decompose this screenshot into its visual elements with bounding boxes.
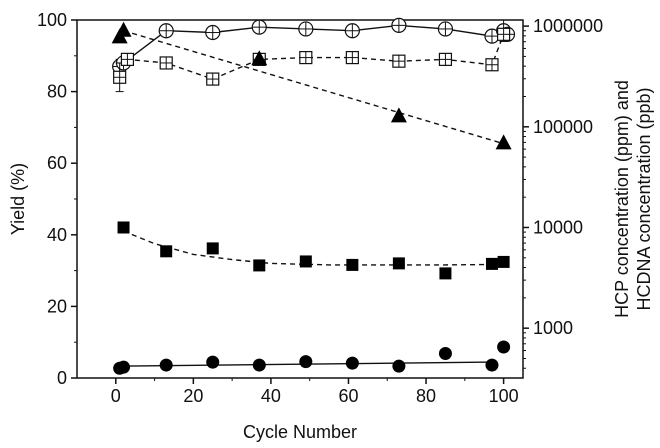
data-point-filled-circle	[392, 359, 406, 373]
data-point-filled-square	[392, 257, 405, 270]
data-point-filled-triangle	[495, 134, 512, 150]
x-tick-label: 60	[338, 386, 358, 406]
data-point-filled-square	[346, 258, 359, 271]
data-point-open-circle	[298, 21, 314, 37]
data-point-filled-square	[299, 255, 312, 268]
x-tick-label: 0	[111, 386, 121, 406]
data-point-filled-square	[253, 259, 266, 272]
y-right-axis-title-line2: HCDNA concentration (ppb)	[634, 87, 654, 310]
data-point-filled-circle	[117, 360, 131, 374]
data-point-filled-circle	[252, 358, 266, 372]
data-point-filled-square	[439, 267, 452, 280]
data-point-open-square	[299, 50, 313, 65]
y-left-tick-label: 40	[47, 225, 67, 245]
data-point-filled-circle	[345, 356, 359, 370]
data-point-filled-circle	[485, 358, 499, 372]
series-line	[119, 34, 505, 80]
labels-layer: Cycle Number Yield (%) HCP concentration…	[8, 80, 654, 442]
y-right-axis-title-line1: HCP concentration (ppm) and	[612, 80, 632, 318]
y-right-tick-label: 1000000	[533, 16, 603, 36]
x-tick-label: 100	[489, 386, 519, 406]
data-point-filled-square	[160, 245, 173, 258]
data-point-filled-square	[206, 242, 219, 255]
data-point-filled-square	[485, 257, 498, 270]
data-point-filled-circle	[497, 340, 511, 354]
data-point-open-square	[485, 58, 499, 72]
axes-layer: 0 20 40 60 80 1000204060801001000100001000001…	[37, 10, 603, 406]
fit-line	[123, 230, 504, 266]
fit-line	[123, 30, 504, 145]
data-point-open-circle	[158, 23, 174, 39]
data-point-filled-square	[497, 255, 510, 268]
data-point-open-square	[113, 70, 127, 84]
data-point-filled-circle	[299, 355, 313, 369]
data-point-filled-square	[117, 221, 130, 234]
data-point-filled-circle	[159, 358, 173, 372]
data-point-open-square	[497, 27, 511, 41]
data-point-filled-triangle	[390, 107, 407, 123]
y-right-tick-label: 10000	[533, 217, 583, 237]
data-point-open-square	[345, 50, 359, 65]
y-left-tick-label: 100	[37, 10, 67, 30]
data-point-filled-triangle	[115, 21, 132, 37]
y-left-tick-label: 20	[47, 296, 67, 316]
y-left-tick-label: 60	[47, 153, 67, 173]
y-left-axis-title: Yield (%)	[8, 163, 28, 235]
data-point-filled-triangle	[251, 50, 268, 66]
y-right-tick-label: 100000	[533, 117, 593, 137]
data-point-open-circle	[437, 21, 454, 37]
markers-layer	[111, 17, 516, 375]
y-left-tick-label: 80	[47, 82, 67, 102]
x-axis-title: Cycle Number	[243, 422, 357, 442]
data-point-open-circle	[344, 23, 360, 39]
fit-lines-layer	[119, 24, 508, 367]
data-point-open-square	[438, 52, 453, 66]
data-point-open-square	[206, 72, 220, 86]
plot-frame	[76, 19, 524, 379]
y-left-tick-label: 0	[57, 368, 67, 388]
data-point-open-circle	[391, 17, 407, 33]
x-tick-label: 80	[416, 386, 436, 406]
data-point-open-square	[159, 56, 173, 70]
data-point-filled-circle	[206, 355, 220, 369]
data-point-open-square	[392, 54, 406, 68]
data-point-open-circle	[251, 19, 267, 35]
x-tick-label: 40	[261, 386, 281, 406]
data-point-filled-circle	[438, 347, 452, 361]
x-tick-label: 20	[183, 386, 203, 406]
data-point-open-circle	[205, 24, 221, 41]
data-point-open-square	[120, 52, 135, 66]
y-right-tick-label: 1000	[533, 318, 573, 338]
